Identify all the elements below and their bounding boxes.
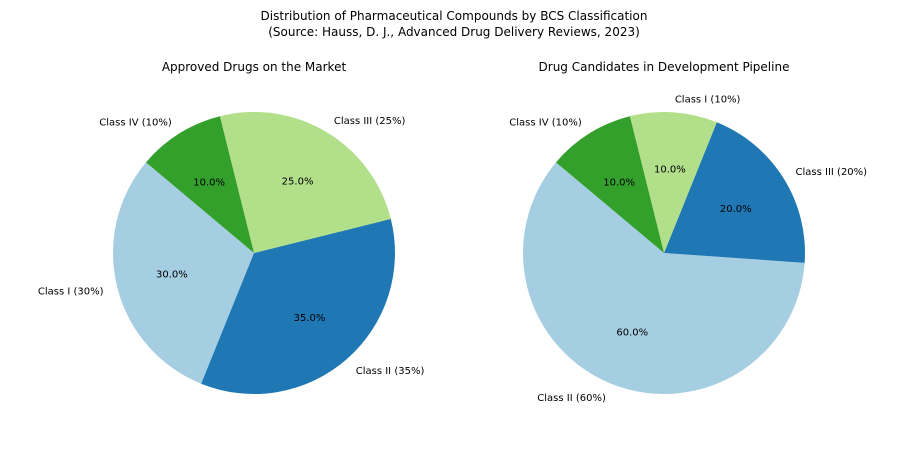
pct-label: 25.0% [282, 176, 314, 187]
pie-slice [629, 112, 717, 254]
pie-slice [113, 162, 254, 384]
slice-label: Class IV (10%) [509, 117, 582, 128]
pie-slice [145, 116, 254, 254]
pie-slice [201, 218, 395, 394]
pie-slice [523, 162, 805, 394]
pct-label: 10.0% [654, 165, 686, 176]
pie-slice [219, 111, 391, 253]
suptitle-line-1: Distribution of Pharmaceutical Compounds… [261, 9, 648, 23]
pie-title: Drug Candidates in Development Pipeline [539, 60, 790, 74]
slice-label: Class III (25%) [334, 116, 406, 127]
pie-title: Approved Drugs on the Market [162, 60, 347, 74]
pct-label: 10.0% [603, 177, 635, 188]
pie-slice [555, 116, 664, 254]
slice-label: Class I (30%) [38, 287, 104, 298]
slice-label: Class II (35%) [356, 366, 425, 377]
pct-label: 35.0% [294, 313, 326, 324]
pct-label: 60.0% [616, 327, 648, 338]
pct-label: 20.0% [720, 204, 752, 215]
slice-label: Class III (20%) [796, 167, 868, 178]
slice-label: Class I (10%) [675, 94, 741, 105]
pct-label: 10.0% [193, 177, 225, 188]
pct-label: 30.0% [156, 269, 188, 280]
suptitle-line-2: (Source: Hauss, D. J., Advanced Drug Del… [268, 25, 640, 39]
pie-chart-approved: Approved Drugs on the Market 30.0% Class … [38, 60, 425, 394]
pie-chart-pipeline: Drug Candidates in Development Pipeline … [509, 60, 867, 404]
pie-slice [664, 122, 806, 263]
slice-label: Class II (60%) [537, 393, 606, 404]
slice-label: Class IV (10%) [99, 117, 172, 128]
